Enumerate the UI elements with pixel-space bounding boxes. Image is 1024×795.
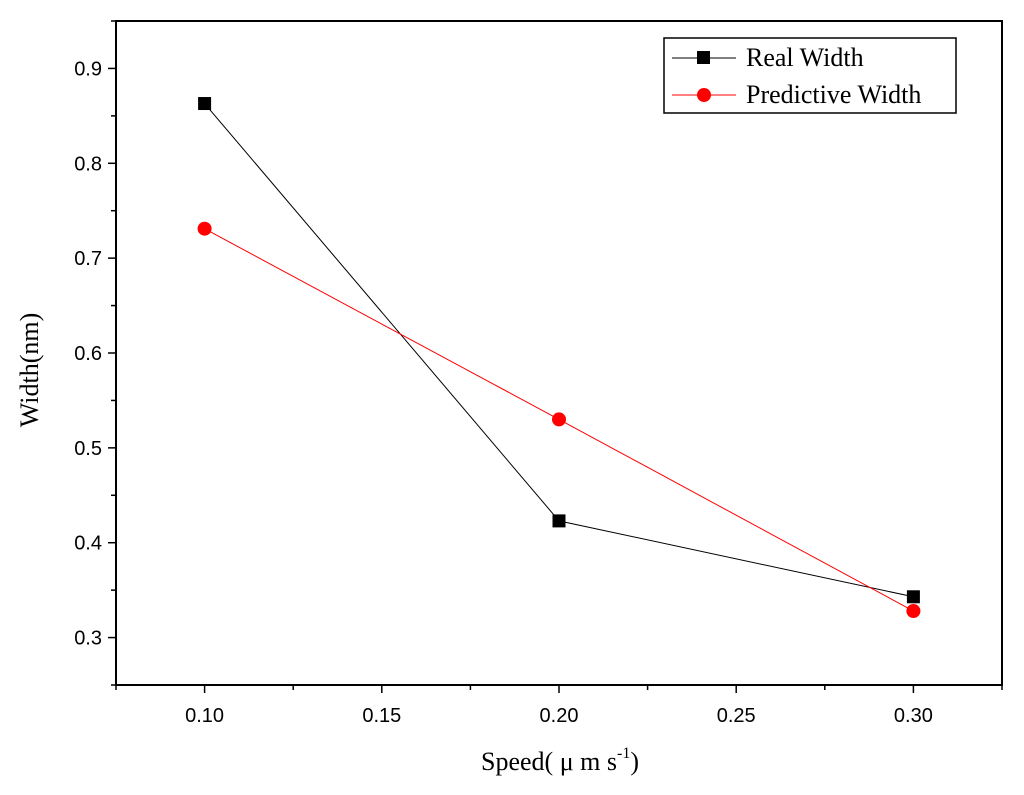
point-real-width [552,514,566,528]
y-tick-label: 0.5 [74,438,102,460]
legend-label-predictive: Predictive Width [746,80,921,109]
point-predictive-width [552,412,566,427]
y-tick-label: 0.4 [74,533,102,555]
x-axis-title: Speed( μ m s-1) [481,745,639,776]
y-axis-title: Width(nm) [15,313,44,428]
series-markers [197,97,921,619]
legend-marker-predictive [697,88,711,102]
plot-frame [115,20,1003,686]
axis-ticks [108,20,1003,693]
legend-marker-real [697,51,710,64]
x-tick-label: 0.25 [717,705,756,727]
y-tick-label: 0.8 [74,153,102,175]
x-tick-label: 0.10 [185,705,224,727]
x-tick-label: 0.30 [894,705,933,727]
legend-label-real: Real Width [746,43,864,72]
y-tick-label: 0.7 [74,248,102,270]
series-lines [204,103,914,612]
y-tick-label: 0.6 [74,343,102,365]
point-real-width [198,97,212,111]
x-tick-label: 0.20 [540,705,579,727]
point-real-width [906,590,920,604]
tick-labels: 0.10 0.15 0.20 0.25 0.30 0.3 0.4 0.5 0.6 0.7 0.8 0.… [74,58,933,727]
x-tick-label: 0.15 [362,705,401,727]
point-predictive-width [906,604,921,619]
y-tick-label: 0.9 [74,58,102,80]
legend-box [663,37,957,114]
y-tick-label: 0.3 [74,628,102,650]
point-predictive-width [197,221,212,236]
legend: Real Width Predictive Width [663,37,957,114]
